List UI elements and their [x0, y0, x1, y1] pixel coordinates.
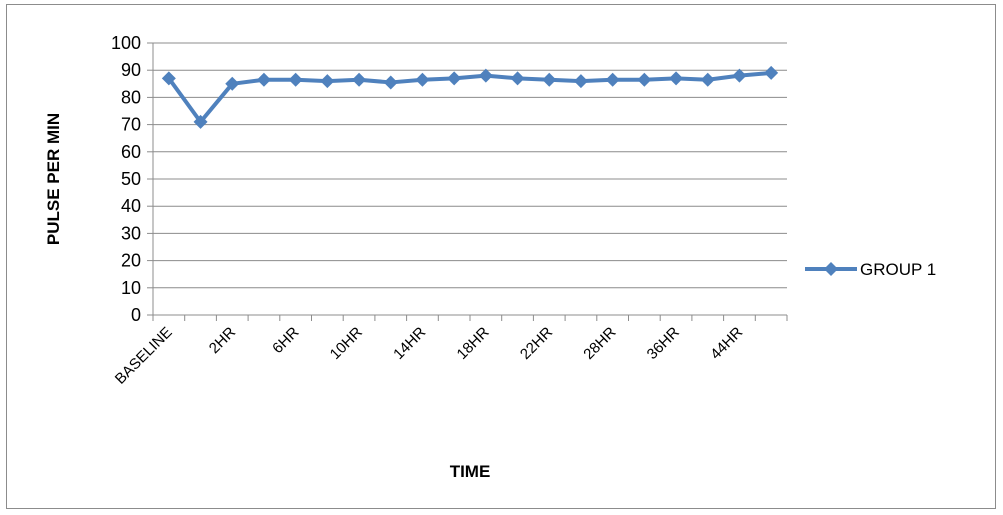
y-tick-label-90: 90 — [121, 60, 141, 80]
y-tick-label-20: 20 — [121, 251, 141, 271]
x-tick-label-44hr: 44HR — [707, 324, 746, 363]
data-point-14hr — [415, 72, 430, 87]
y-tick-label-50: 50 — [121, 169, 141, 189]
x-tick-label-2hr: 2HR — [206, 324, 239, 357]
x-tick-label-36hr: 36HR — [644, 324, 683, 363]
chart-svg: 0 10 20 30 40 50 60 70 80 90 100 BASELINE 2HR 6HR 10H… — [44, 33, 936, 481]
y-tick-label-0: 0 — [131, 305, 141, 325]
legend-marker — [824, 262, 838, 276]
data-point-40hr — [700, 72, 715, 87]
series-group-1 — [161, 65, 779, 129]
y-tick-label-60: 60 — [121, 142, 141, 162]
data-point-6hr — [288, 72, 303, 87]
data-point-baseline — [161, 71, 176, 86]
data-point-28hr — [605, 72, 620, 87]
axes — [147, 42, 788, 321]
data-point-24hr — [573, 74, 588, 89]
data-point-18hr — [478, 68, 493, 83]
data-point-10hr — [352, 72, 367, 87]
x-tick-label-18hr: 18HR — [454, 324, 493, 363]
data-point-1hr — [193, 114, 208, 129]
x-tick-label-10hr: 10HR — [327, 324, 366, 363]
y-tick-label-10: 10 — [121, 278, 141, 298]
y-tick-label-80: 80 — [121, 87, 141, 107]
x-tick-label-22hr: 22HR — [517, 324, 556, 363]
x-tick-label-baseline: BASELINE — [112, 324, 176, 388]
gridlines — [153, 42, 787, 316]
data-point-2hr — [225, 76, 240, 91]
data-point-22hr — [542, 72, 557, 87]
legend: GROUP 1 — [805, 260, 936, 279]
x-axis-title: TIME — [450, 462, 491, 481]
legend-label-group-1: GROUP 1 — [860, 260, 936, 279]
x-tick-label-28hr: 28HR — [580, 324, 619, 363]
x-tick-label-14hr: 14HR — [390, 324, 429, 363]
y-axis-title: PULSE PER MIN — [44, 113, 63, 245]
data-point-32hr — [637, 72, 652, 87]
y-tick-label-100: 100 — [111, 33, 141, 53]
data-point-4hr — [256, 72, 271, 87]
y-tick-label-30: 30 — [121, 223, 141, 243]
y-tick-label-40: 40 — [121, 196, 141, 216]
y-tick-labels: 0 10 20 30 40 50 60 70 80 90 100 — [111, 33, 141, 325]
data-point-16hr — [447, 71, 462, 86]
data-point-48hr — [764, 65, 779, 80]
data-point-12hr — [383, 75, 398, 90]
chart-frame: 0 10 20 30 40 50 60 70 80 90 100 BASELINE 2HR 6HR 10H… — [6, 4, 996, 509]
x-tick-labels: BASELINE 2HR 6HR 10HR 14HR 18HR 22HR 28HR 36HR 44… — [112, 324, 747, 388]
data-point-44hr — [732, 68, 747, 83]
y-tick-label-70: 70 — [121, 115, 141, 135]
x-tick-label-6hr: 6HR — [269, 324, 302, 357]
data-point-20hr — [510, 71, 525, 86]
data-point-36hr — [669, 71, 684, 86]
data-point-8hr — [320, 74, 335, 89]
